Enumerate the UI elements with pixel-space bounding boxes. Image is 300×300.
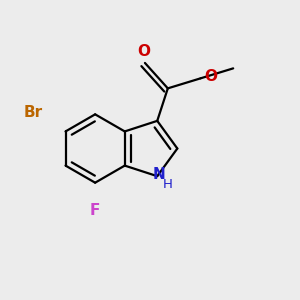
Text: O: O (204, 69, 217, 84)
Text: N: N (152, 167, 165, 182)
Text: F: F (90, 203, 100, 218)
Text: O: O (137, 44, 150, 59)
Text: Br: Br (24, 105, 43, 120)
Text: H: H (163, 178, 173, 191)
